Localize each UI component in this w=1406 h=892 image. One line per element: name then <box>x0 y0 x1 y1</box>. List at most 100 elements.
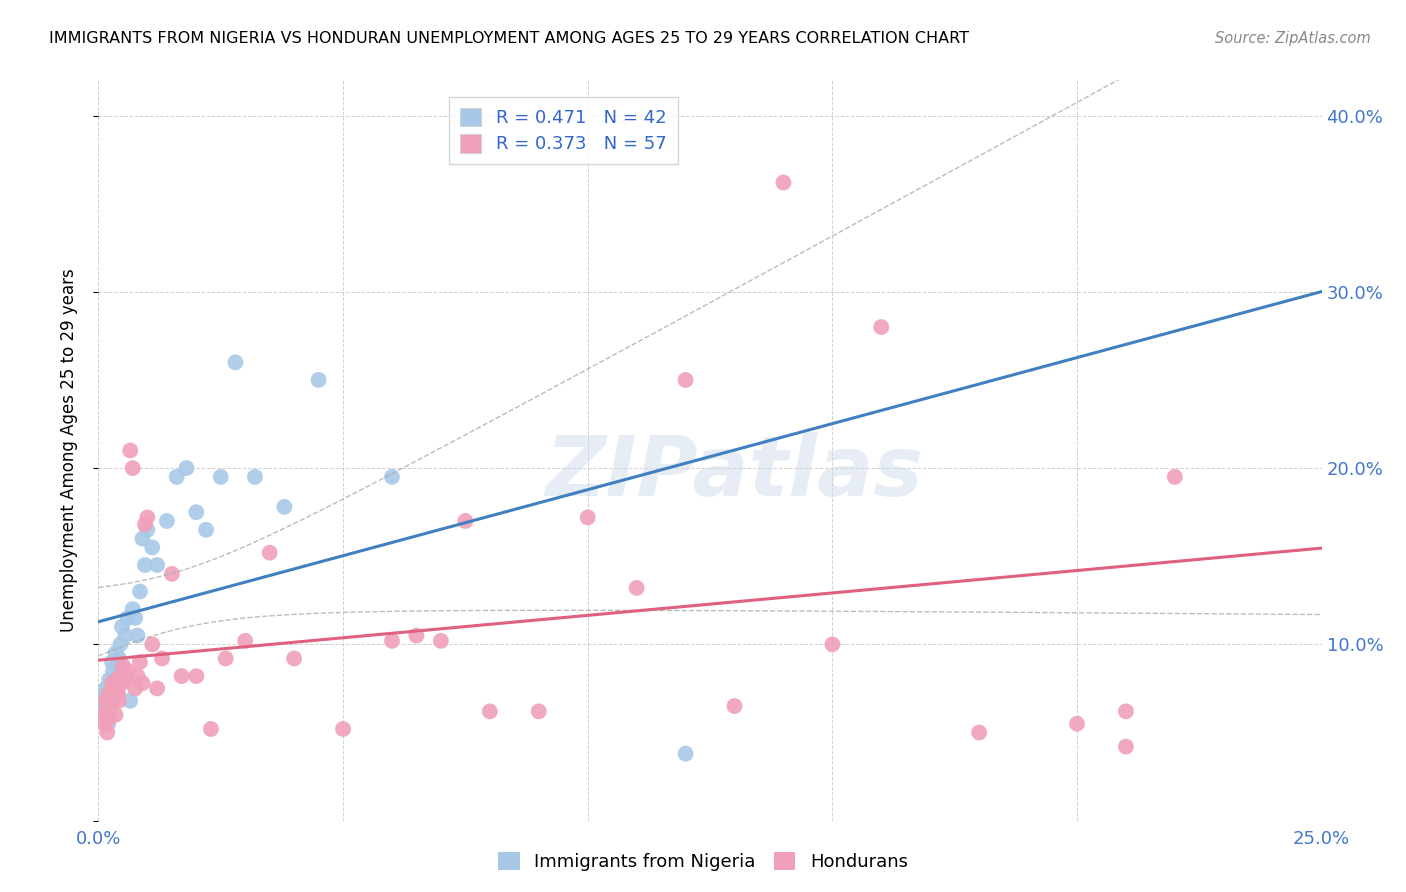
Point <box>104 707 127 722</box>
Text: ZIPatlas: ZIPatlas <box>546 432 924 513</box>
Point <box>98 711 121 725</box>
Point <box>723 699 745 714</box>
Point <box>101 676 124 690</box>
Point <box>150 651 173 665</box>
Point <box>381 633 404 648</box>
Point <box>200 722 222 736</box>
Point <box>96 694 118 708</box>
Point <box>821 637 844 651</box>
Point <box>129 584 152 599</box>
Point <box>146 558 169 572</box>
Point <box>114 673 136 687</box>
Point <box>136 510 159 524</box>
Point <box>224 355 246 369</box>
Point <box>110 669 132 683</box>
Point <box>100 699 122 714</box>
Point <box>381 470 404 484</box>
Point <box>97 716 120 731</box>
Point <box>134 558 156 572</box>
Point <box>134 517 156 532</box>
Point <box>405 628 427 642</box>
Point <box>156 514 179 528</box>
Point <box>103 676 125 690</box>
Point <box>120 694 142 708</box>
Point <box>103 681 125 696</box>
Point <box>124 681 146 696</box>
Point <box>186 669 208 683</box>
Point <box>93 707 115 722</box>
Point <box>111 658 134 673</box>
Point <box>91 690 114 705</box>
Point <box>127 669 149 683</box>
Point <box>131 676 153 690</box>
Point <box>94 694 117 708</box>
Point <box>233 633 256 648</box>
Point <box>967 725 990 739</box>
Point <box>129 655 152 669</box>
Point <box>209 470 232 484</box>
Point <box>96 725 118 739</box>
Point <box>105 673 128 687</box>
Point <box>124 611 146 625</box>
Point <box>98 673 121 687</box>
Point <box>259 546 281 560</box>
Point <box>100 687 122 701</box>
Point <box>283 651 305 665</box>
Y-axis label: Unemployment Among Ages 25 to 29 years: Unemployment Among Ages 25 to 29 years <box>59 268 77 632</box>
Point <box>478 704 501 718</box>
Point <box>626 581 648 595</box>
Point <box>91 699 114 714</box>
Point <box>772 176 794 190</box>
Point <box>121 602 143 616</box>
Point <box>214 651 236 665</box>
Point <box>243 470 266 484</box>
Point <box>141 637 163 651</box>
Point <box>121 461 143 475</box>
Point <box>1115 739 1137 754</box>
Point <box>107 658 129 673</box>
Point <box>136 523 159 537</box>
Point <box>1115 704 1137 718</box>
Point <box>273 500 295 514</box>
Point <box>1164 470 1187 484</box>
Point <box>111 620 134 634</box>
Point <box>101 694 124 708</box>
Point <box>107 687 129 701</box>
Point <box>111 676 134 690</box>
Point <box>110 637 132 651</box>
Point <box>108 694 131 708</box>
Point <box>1066 716 1088 731</box>
Point <box>675 373 697 387</box>
Point <box>308 373 330 387</box>
Point <box>576 510 599 524</box>
Point <box>160 566 183 581</box>
Point <box>101 664 124 678</box>
Point <box>97 687 120 701</box>
Point <box>166 470 188 484</box>
Point <box>117 664 139 678</box>
Point <box>120 443 142 458</box>
Point <box>186 505 208 519</box>
Point <box>114 628 136 642</box>
Point <box>104 646 127 660</box>
Point <box>101 655 124 669</box>
Point <box>430 633 453 648</box>
Point <box>195 523 218 537</box>
Text: Source: ZipAtlas.com: Source: ZipAtlas.com <box>1215 31 1371 46</box>
Point <box>93 716 115 731</box>
Point <box>870 320 893 334</box>
Point <box>170 669 193 683</box>
Point <box>527 704 550 718</box>
Point <box>94 681 117 696</box>
Point <box>675 747 697 761</box>
Point <box>105 687 128 701</box>
Point <box>332 722 354 736</box>
Point <box>454 514 477 528</box>
Legend: R = 0.471   N = 42, R = 0.373   N = 57: R = 0.471 N = 42, R = 0.373 N = 57 <box>449 96 678 164</box>
Point <box>108 651 131 665</box>
Text: IMMIGRANTS FROM NIGERIA VS HONDURAN UNEMPLOYMENT AMONG AGES 25 TO 29 YEARS CORRE: IMMIGRANTS FROM NIGERIA VS HONDURAN UNEM… <box>49 31 969 46</box>
Point <box>141 541 163 555</box>
Point <box>127 628 149 642</box>
Point <box>117 611 139 625</box>
Legend: Immigrants from Nigeria, Hondurans: Immigrants from Nigeria, Hondurans <box>491 845 915 879</box>
